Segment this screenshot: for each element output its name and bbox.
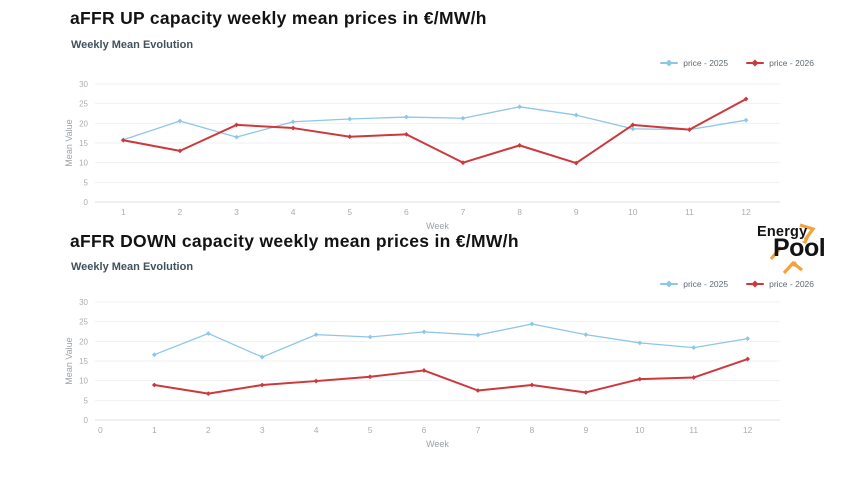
legend-item-price-2026[interactable]: price - 2026 <box>746 58 814 68</box>
svg-text:Mean Value: Mean Value <box>64 119 74 166</box>
series-2026-marker-icon <box>746 62 765 64</box>
legend-label: price - 2026 <box>769 279 814 289</box>
svg-text:12: 12 <box>741 207 751 217</box>
svg-text:15: 15 <box>79 139 88 148</box>
affr-up-subtitle: Weekly Mean Evolution <box>71 39 194 51</box>
affr-down-subtitle: Weekly Mean Evolution <box>71 261 194 273</box>
svg-text:8: 8 <box>530 425 535 435</box>
svg-text:Week: Week <box>426 221 449 231</box>
legend-label: price - 2026 <box>769 58 814 68</box>
svg-text:30: 30 <box>79 80 88 89</box>
svg-text:15: 15 <box>79 357 88 366</box>
logo-text-energy: Energy <box>757 224 808 240</box>
svg-text:3: 3 <box>260 425 265 435</box>
svg-text:10: 10 <box>635 425 645 435</box>
svg-text:5: 5 <box>84 178 89 187</box>
svg-text:6: 6 <box>404 207 409 217</box>
svg-text:10: 10 <box>79 159 88 168</box>
affr-down-legend: price - 2025 price - 2026 <box>660 279 814 289</box>
svg-text:5: 5 <box>368 425 373 435</box>
series-2025-marker-icon <box>660 62 679 64</box>
svg-text:30: 30 <box>79 298 88 307</box>
legend-label: price - 2025 <box>683 279 729 289</box>
svg-text:6: 6 <box>422 425 427 435</box>
svg-text:1: 1 <box>152 425 157 435</box>
legend-item-price-2025[interactable]: price - 2025 <box>660 279 728 289</box>
svg-text:25: 25 <box>79 318 88 327</box>
svg-text:20: 20 <box>79 119 88 128</box>
svg-text:Week: Week <box>426 439 449 449</box>
svg-text:5: 5 <box>84 396 89 405</box>
svg-text:11: 11 <box>685 207 694 217</box>
svg-text:1: 1 <box>121 207 126 217</box>
svg-text:2: 2 <box>178 207 183 217</box>
series-2025-marker-icon <box>660 283 679 285</box>
svg-text:8: 8 <box>517 207 522 217</box>
legend-item-price-2026[interactable]: price - 2026 <box>746 279 814 289</box>
svg-text:Mean Value: Mean Value <box>64 337 74 384</box>
affr-down-title: aFFR DOWN capacity weekly mean prices in… <box>70 231 519 251</box>
energy-pool-logo: Energy Pool <box>748 222 846 278</box>
series-2026-marker-icon <box>746 283 765 285</box>
svg-text:10: 10 <box>79 377 88 386</box>
svg-text:12: 12 <box>743 425 753 435</box>
svg-text:20: 20 <box>79 337 88 346</box>
logo-arrows-icon <box>769 223 816 275</box>
svg-text:2: 2 <box>206 425 211 435</box>
svg-text:11: 11 <box>689 425 698 435</box>
affr-up-legend: price - 2025 price - 2026 <box>660 58 814 68</box>
svg-text:4: 4 <box>314 425 319 435</box>
svg-text:0: 0 <box>84 198 89 207</box>
logo-text-pool: Pool <box>773 234 826 262</box>
svg-text:5: 5 <box>347 207 352 217</box>
svg-text:10: 10 <box>628 207 638 217</box>
svg-text:3: 3 <box>234 207 239 217</box>
svg-text:7: 7 <box>476 425 481 435</box>
svg-text:9: 9 <box>583 425 588 435</box>
svg-text:9: 9 <box>574 207 579 217</box>
svg-text:0: 0 <box>84 416 89 425</box>
legend-item-price-2025[interactable]: price - 2025 <box>660 58 728 68</box>
svg-text:25: 25 <box>79 100 88 109</box>
svg-text:7: 7 <box>461 207 466 217</box>
svg-text:4: 4 <box>291 207 296 217</box>
legend-label: price - 2025 <box>683 58 729 68</box>
svg-text:0: 0 <box>98 425 103 435</box>
affr-up-title: aFFR UP capacity weekly mean prices in €… <box>70 8 487 28</box>
